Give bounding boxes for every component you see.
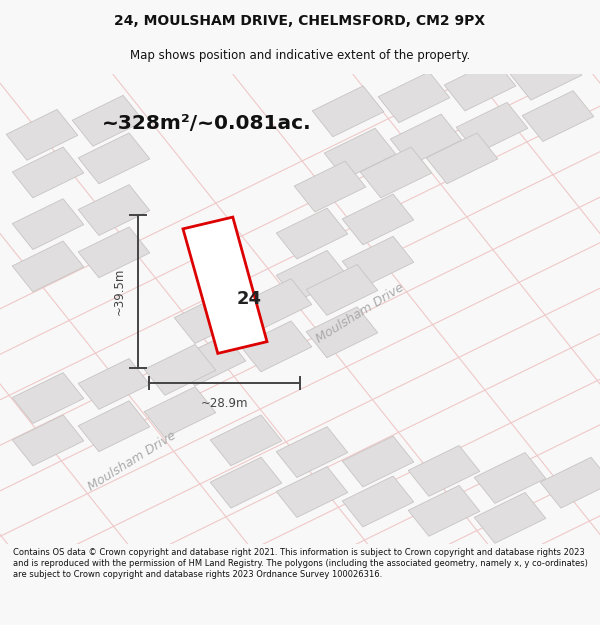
Polygon shape: [6, 109, 78, 160]
Polygon shape: [408, 446, 480, 496]
Polygon shape: [342, 236, 414, 287]
Polygon shape: [12, 372, 84, 424]
Polygon shape: [210, 415, 282, 466]
Polygon shape: [72, 96, 144, 146]
Polygon shape: [276, 251, 348, 301]
Text: ~39.5m: ~39.5m: [113, 268, 126, 315]
Polygon shape: [522, 91, 594, 141]
Polygon shape: [426, 133, 498, 184]
Text: 24: 24: [236, 291, 262, 308]
Polygon shape: [276, 208, 348, 259]
Text: Moulsham Drive: Moulsham Drive: [86, 429, 178, 494]
Polygon shape: [276, 467, 348, 518]
Polygon shape: [144, 387, 216, 438]
Polygon shape: [78, 401, 150, 452]
Polygon shape: [342, 476, 414, 527]
Polygon shape: [456, 102, 528, 153]
Text: ~328m²/~0.081ac.: ~328m²/~0.081ac.: [102, 114, 311, 132]
Polygon shape: [12, 241, 84, 292]
Polygon shape: [78, 227, 150, 278]
Polygon shape: [12, 415, 84, 466]
Text: Map shows position and indicative extent of the property.: Map shows position and indicative extent…: [130, 49, 470, 62]
Polygon shape: [12, 147, 84, 198]
Polygon shape: [390, 114, 462, 165]
Polygon shape: [474, 452, 546, 503]
Polygon shape: [408, 486, 480, 536]
Polygon shape: [342, 436, 414, 487]
Polygon shape: [210, 458, 282, 508]
Polygon shape: [294, 161, 366, 212]
Text: Moulsham Drive: Moulsham Drive: [314, 281, 406, 346]
Polygon shape: [174, 292, 246, 344]
Polygon shape: [378, 72, 450, 122]
Polygon shape: [276, 427, 348, 478]
Polygon shape: [324, 128, 396, 179]
Polygon shape: [444, 60, 516, 111]
Text: 24, MOULSHAM DRIVE, CHELMSFORD, CM2 9PX: 24, MOULSHAM DRIVE, CHELMSFORD, CM2 9PX: [115, 14, 485, 28]
Polygon shape: [360, 147, 432, 198]
Polygon shape: [240, 321, 312, 372]
Polygon shape: [312, 86, 384, 137]
Polygon shape: [510, 49, 582, 100]
Polygon shape: [183, 217, 267, 353]
Polygon shape: [240, 279, 312, 329]
Polygon shape: [78, 133, 150, 184]
Polygon shape: [306, 307, 378, 358]
Polygon shape: [306, 264, 378, 316]
Text: Contains OS data © Crown copyright and database right 2021. This information is : Contains OS data © Crown copyright and d…: [13, 548, 588, 579]
Polygon shape: [474, 492, 546, 543]
Polygon shape: [12, 199, 84, 249]
Polygon shape: [540, 458, 600, 508]
Polygon shape: [144, 344, 216, 395]
Polygon shape: [342, 194, 414, 245]
Polygon shape: [174, 335, 246, 386]
Text: ~28.9m: ~28.9m: [200, 397, 248, 410]
Polygon shape: [78, 359, 150, 409]
Polygon shape: [78, 184, 150, 236]
